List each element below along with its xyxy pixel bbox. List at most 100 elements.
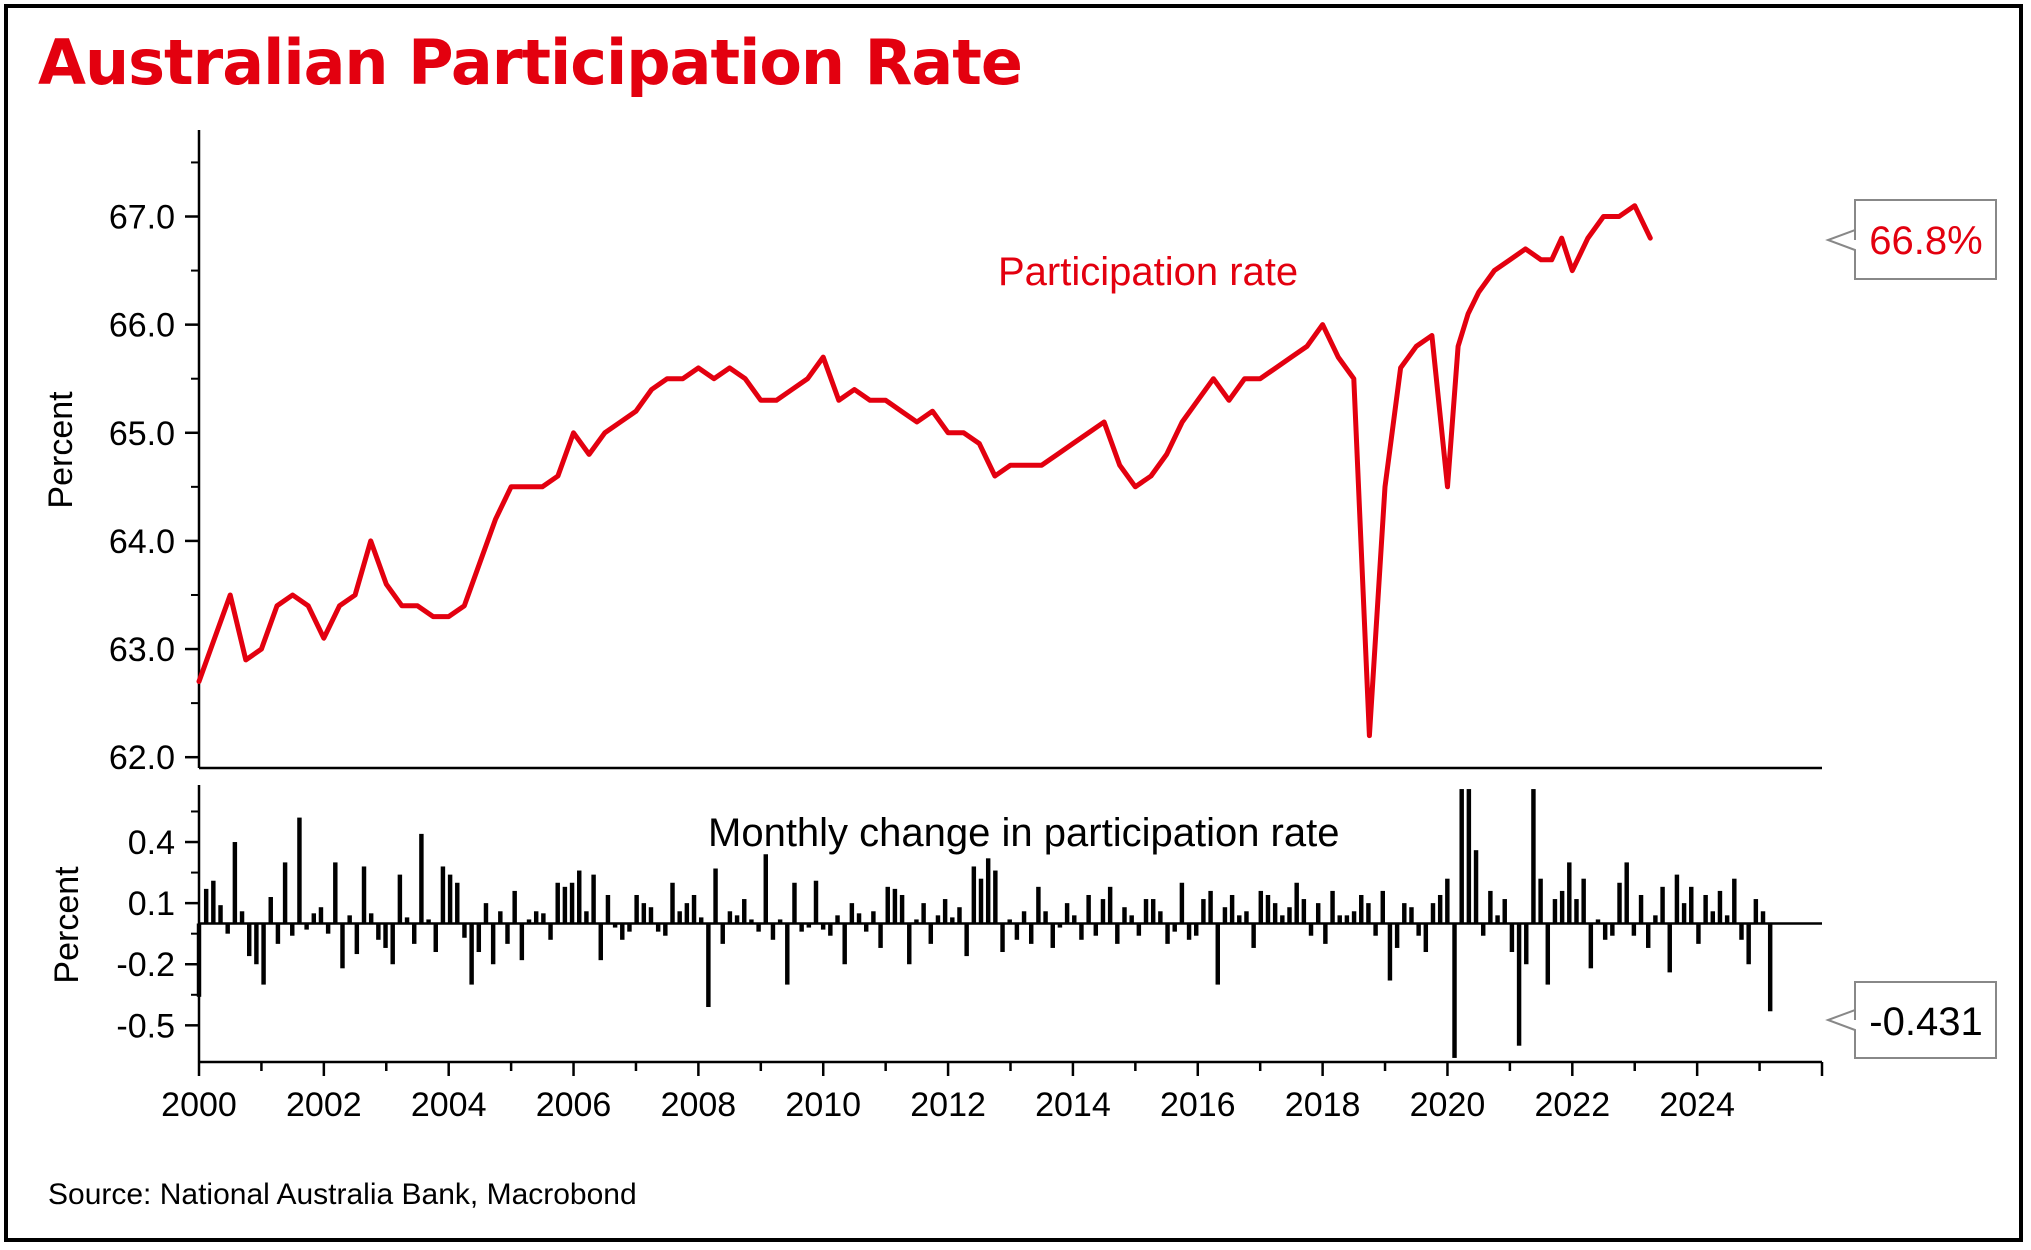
monthly-change-bar (1029, 923, 1034, 944)
monthly-change-bar (490, 923, 496, 965)
monthly-change-bar (1624, 862, 1629, 924)
monthly-change-bar (1480, 923, 1486, 936)
monthly-change-bar (1509, 923, 1515, 953)
monthly-change-bar (1373, 923, 1378, 936)
monthly-change-bar (447, 874, 453, 924)
monthly-change-bar (756, 923, 761, 932)
monthly-change-bar (1265, 894, 1271, 924)
monthly-change-bar (1165, 923, 1170, 944)
monthly-change-bar (1610, 923, 1615, 936)
monthly-change-bar (1330, 890, 1335, 924)
monthly-change-bar (1344, 915, 1350, 924)
monthly-change-bar (383, 923, 388, 948)
monthly-change-bar (1746, 923, 1751, 965)
monthly-change-bar (1387, 923, 1393, 981)
monthly-change-bar (1703, 894, 1708, 924)
monthly-change-bar (1602, 923, 1608, 940)
monthly-change-bar (1244, 911, 1249, 924)
monthly-change-bar (620, 923, 625, 940)
monthly-change-bar (1072, 915, 1077, 924)
monthly-change-bar (397, 874, 403, 924)
monthly-change-bar (569, 882, 575, 924)
monthly-change-bar (1208, 890, 1213, 924)
monthly-change-bar (813, 880, 819, 924)
monthly-change-bar (863, 923, 869, 932)
monthly-change-bar (1359, 894, 1364, 924)
monthly-change-bar (770, 923, 776, 940)
monthly-change-bar (1516, 923, 1522, 1046)
monthly-change-bar (555, 882, 560, 924)
monthly-change-bar (505, 923, 510, 944)
monthly-change-bar (239, 911, 245, 924)
monthly-change-bar (1222, 907, 1228, 924)
monthly-change-bar (483, 903, 489, 924)
last-value-callout-bottom: -0.431 (1825, 981, 1997, 1059)
monthly-change-bar (404, 917, 410, 924)
last-value-label-top: 66.8% (1869, 219, 1982, 263)
monthly-change-bar (354, 923, 360, 955)
monthly-change-bar (1402, 903, 1407, 924)
monthly-change-bar (311, 913, 317, 924)
monthly-change-bar (799, 923, 804, 932)
monthly-change-bar (713, 868, 718, 924)
monthly-change-bar (1538, 878, 1543, 924)
monthly-change-bar (1150, 899, 1156, 924)
monthly-change-bar (914, 919, 919, 924)
monthly-change-bar (957, 907, 962, 924)
monthly-change-bar (1452, 923, 1457, 1058)
monthly-change-bar (727, 911, 733, 924)
monthly-change-bar (462, 923, 467, 938)
monthly-change-bar (1172, 923, 1177, 932)
monthly-change-bar (1287, 907, 1292, 924)
monthly-change-bar (218, 905, 223, 924)
monthly-change-bar (849, 903, 855, 924)
monthly-change-bar (691, 894, 697, 924)
top-y-tick-label: 66.0 (109, 307, 175, 345)
monthly-change-bar (1495, 915, 1500, 924)
monthly-change-bar (1201, 899, 1206, 924)
monthly-change-bar (1696, 923, 1701, 944)
x-tick-label: 2000 (161, 1086, 237, 1124)
participation-rate-line (196, 203, 1653, 739)
monthly-change-bar (985, 858, 991, 924)
monthly-change-bar (706, 923, 711, 1008)
monthly-change-bar (1631, 923, 1637, 936)
monthly-change-bar (519, 923, 525, 961)
bottom-y-axis-label: Percent (48, 866, 86, 984)
monthly-change-bar (785, 923, 790, 985)
monthly-change-bar (533, 911, 539, 924)
monthly-change-bar (749, 919, 754, 924)
monthly-change-bar (247, 923, 252, 957)
monthly-change-bar (677, 911, 682, 924)
monthly-change-bar (742, 899, 747, 924)
monthly-change-bar (1036, 886, 1041, 924)
monthly-change-bar (419, 833, 424, 924)
monthly-change-bar (1251, 923, 1256, 948)
monthly-change-bar (390, 923, 395, 965)
top-y-ticks: 62.0 63.0 64.0 65.0 66.0 67.0 (109, 161, 199, 777)
monthly-change-bar (820, 923, 826, 930)
monthly-change-bar (899, 894, 905, 924)
x-tick-label: 2006 (536, 1086, 612, 1124)
monthly-change-bar (1093, 923, 1099, 936)
monthly-change-bar (290, 923, 295, 936)
monthly-change-bar (1760, 911, 1766, 924)
chart-frame: Australian Participation Rate Source: Na… (4, 4, 2023, 1242)
chart-title: Australian Participation Rate (38, 26, 1023, 99)
monthly-change-bar (1466, 789, 1472, 924)
monthly-change-bar (1717, 890, 1723, 924)
monthly-change-bar (1366, 903, 1371, 924)
monthly-change-bar (1143, 899, 1149, 924)
monthly-change-bar (1409, 907, 1414, 924)
monthly-change-bar (577, 870, 582, 924)
monthly-change-bar (325, 923, 331, 934)
monthly-change-bar (634, 894, 639, 924)
monthly-change-bar (268, 897, 273, 924)
monthly-change-bar (1595, 919, 1601, 924)
monthly-change-bar (1724, 915, 1730, 924)
monthly-change-bar (842, 923, 847, 965)
monthly-change-bar (1007, 919, 1012, 924)
monthly-change-bar (584, 911, 589, 924)
monthly-change-bar (440, 866, 446, 924)
monthly-change-bar (806, 923, 812, 928)
